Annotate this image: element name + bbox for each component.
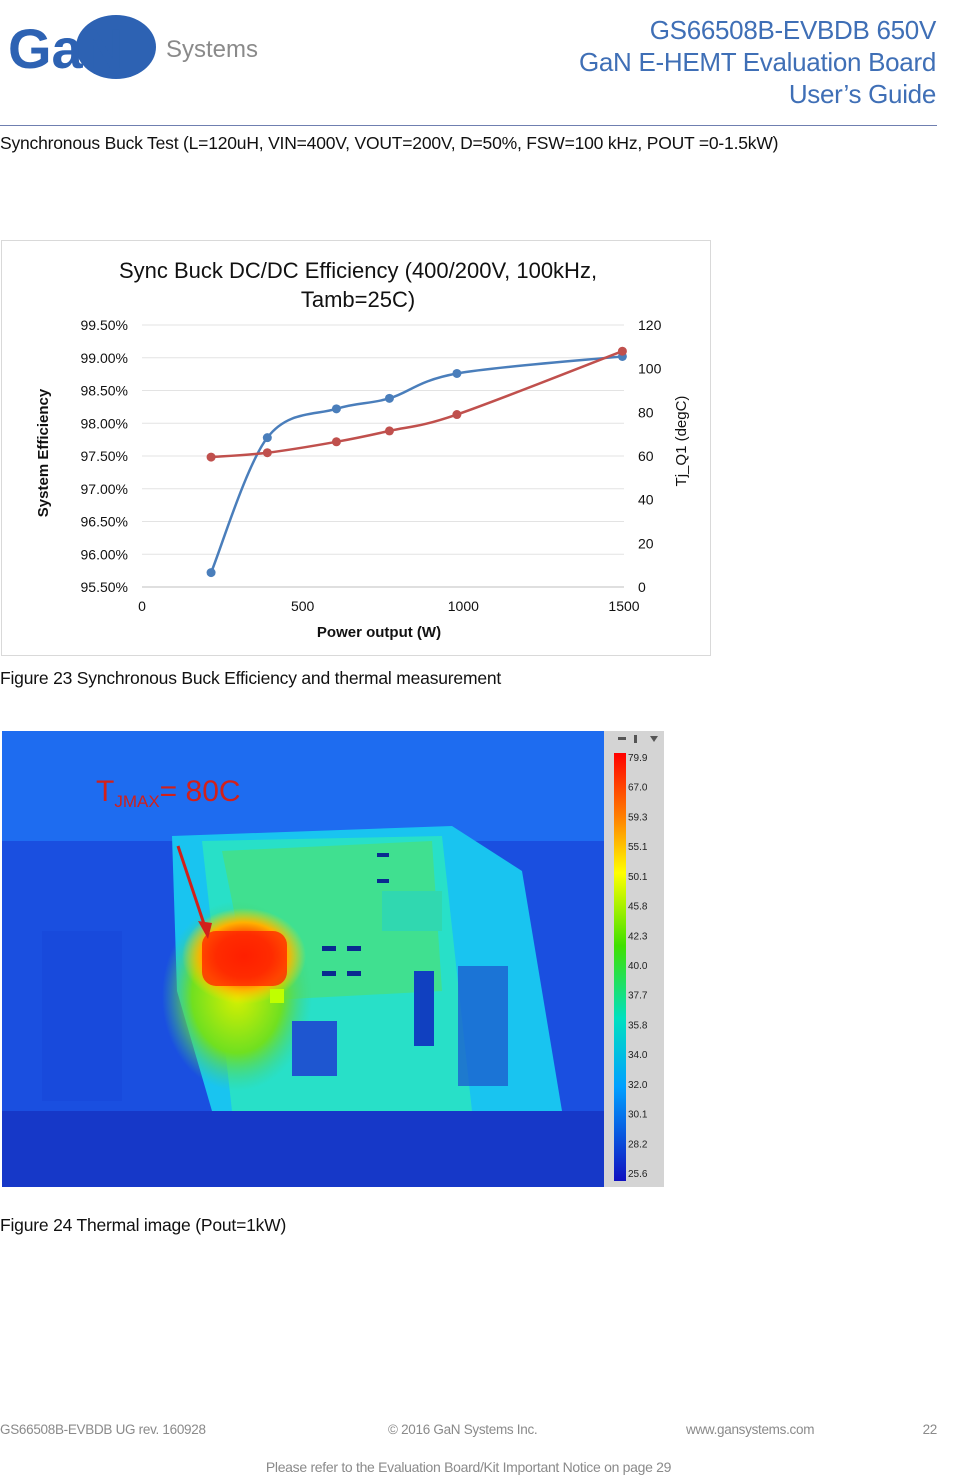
scale-label: 40.0 xyxy=(628,961,648,972)
y2-tick-label: 20 xyxy=(638,535,654,551)
scale-label: 50.1 xyxy=(628,872,648,883)
tjmax-annotation: TJMAX= 80C xyxy=(96,775,241,811)
efficiency-chart: Sync Buck DC/DC Efficiency (400/200V, 10… xyxy=(1,240,711,656)
y-tick-label: 96.00% xyxy=(81,546,128,562)
x-axis-label: Power output (W) xyxy=(317,624,441,641)
scale-label: 37.7 xyxy=(628,991,648,1002)
y2-tick-label: 0 xyxy=(638,579,646,595)
temperature-series-line xyxy=(210,350,623,459)
gan-systems-logo: GaN Systems xyxy=(8,15,258,80)
x-tick-label: 1000 xyxy=(448,598,479,614)
page-number: 22 xyxy=(922,1422,938,1437)
x-tick-label: 500 xyxy=(291,598,315,614)
figure-23-caption: Figure 23 Synchronous Buck Efficiency an… xyxy=(0,668,502,688)
thermal-image: TJMAX= 80C 79.9 67.0 59.3 55.1 50.1 45.8 42.3 4… xyxy=(2,731,664,1187)
scale-label: 32.0 xyxy=(628,1080,648,1091)
hotspot-arrow xyxy=(176,845,207,928)
logo-text: GaN xyxy=(8,17,123,80)
y-tick-label: 98.00% xyxy=(81,415,128,431)
temperature-point xyxy=(617,346,627,356)
temperature-scale-bar xyxy=(614,753,626,1181)
scale-label: 45.8 xyxy=(628,902,648,913)
efficiency-series-line xyxy=(209,355,623,574)
x-tick-label: 1500 xyxy=(608,598,639,614)
y-tick-label: 97.00% xyxy=(81,481,128,497)
title-line-3: User’s Guide xyxy=(788,79,936,109)
y2-tick-label: 60 xyxy=(638,448,654,464)
temperature-point xyxy=(384,426,394,436)
logo-sub: Systems xyxy=(166,36,258,63)
y2-tick-label: 120 xyxy=(638,317,662,333)
efficiency-point xyxy=(331,404,341,414)
y2-tick-label: 40 xyxy=(638,492,654,508)
efficiency-point xyxy=(384,393,394,403)
efficiency-point xyxy=(452,368,462,378)
efficiency-point xyxy=(262,433,272,443)
y-tick-label: 97.50% xyxy=(81,448,128,464)
scale-label: 35.8 xyxy=(628,1020,648,1031)
scale-label: 42.3 xyxy=(628,931,648,942)
y2-tick-label: 80 xyxy=(638,404,654,420)
y2-tick-label: 100 xyxy=(638,361,662,377)
footer-copyright: © 2016 GaN Systems Inc. xyxy=(388,1422,538,1437)
scale-label: 67.0 xyxy=(628,783,648,794)
temperature-point xyxy=(262,448,272,458)
title-line-1: GS66508B-EVBDB 650V xyxy=(649,15,937,45)
footer-doc-id: GS66508B-EVBDB UG rev. 160928 xyxy=(0,1422,206,1437)
scale-label: 59.3 xyxy=(628,812,648,823)
temperature-point xyxy=(331,437,341,447)
chart-canvas: Sync Buck DC/DC Efficiency (400/200V, 10… xyxy=(35,258,690,641)
footer-website-link[interactable]: www.gansystems.com xyxy=(686,1422,815,1437)
scale-label: 55.1 xyxy=(628,842,648,853)
y-tick-label: 99.00% xyxy=(81,350,128,366)
test-conditions-text: Synchronous Buck Test (L=120uH, VIN=400V… xyxy=(0,133,779,153)
scale-label: 79.9 xyxy=(628,753,648,764)
temperature-point xyxy=(452,410,462,420)
y-tick-label: 98.50% xyxy=(81,383,128,399)
document-title: GS66508B-EVBDB 650V GaN E-HEMT Evaluatio… xyxy=(579,14,936,110)
efficiency-point xyxy=(206,568,216,578)
temperature-point xyxy=(206,452,216,462)
scale-label: 34.0 xyxy=(628,1050,648,1061)
y-tick-label: 99.50% xyxy=(81,317,128,333)
footer-notice: Please refer to the Evaluation Board/Kit… xyxy=(265,1459,672,1475)
chart-title-line-1: Sync Buck DC/DC Efficiency (400/200V, 10… xyxy=(119,258,597,283)
scale-label: 25.6 xyxy=(628,1169,648,1180)
y-axis-label: System Efficiency xyxy=(35,388,52,517)
x-tick-label: 0 xyxy=(138,598,146,614)
scale-label: 30.1 xyxy=(628,1110,648,1121)
figure-24-caption: Figure 24 Thermal image (Pout=1kW) xyxy=(0,1215,287,1235)
y-tick-label: 95.50% xyxy=(81,579,128,595)
title-line-2: GaN E-HEMT Evaluation Board xyxy=(578,47,936,77)
header-divider xyxy=(0,125,937,126)
y-tick-label: 96.50% xyxy=(81,514,128,530)
scale-label: 28.2 xyxy=(628,1139,648,1150)
chart-title-line-2: Tamb=25C) xyxy=(301,287,415,312)
y2-axis-label: Tj_Q1 (degC) xyxy=(673,396,690,487)
